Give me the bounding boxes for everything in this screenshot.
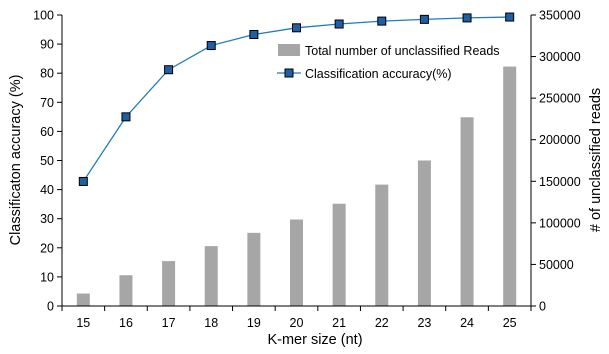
bar-23 (417, 160, 431, 306)
legend-line-label: Classification accuracy(%) (305, 67, 452, 81)
bar-15 (76, 293, 90, 306)
bar-18 (204, 246, 218, 306)
accuracy-point-18 (206, 41, 216, 51)
accuracy-point-20 (292, 23, 301, 33)
left-tick-label: 30 (40, 212, 54, 226)
legend-bar-label: Total number of unclassified Reads (305, 44, 500, 58)
x-tick-label: 25 (503, 316, 517, 330)
left-tick-label: 80 (40, 67, 54, 81)
right-tick-label: 150000 (539, 175, 581, 189)
line-series (78, 12, 515, 186)
bar-19 (247, 232, 261, 306)
bar-16 (119, 275, 133, 306)
accuracy-point-21 (334, 19, 344, 29)
left-tick-label: 60 (40, 125, 54, 139)
x-tick-label: 15 (76, 316, 90, 330)
x-tick-label: 17 (162, 316, 176, 330)
bar-25 (503, 66, 517, 306)
left-tick-label: 50 (40, 154, 54, 168)
accuracy-point-17 (164, 65, 174, 75)
right-tick-label: 0 (539, 300, 546, 314)
accuracy-point-16 (121, 112, 131, 122)
bar-21 (332, 203, 346, 306)
bar-22 (375, 184, 389, 306)
right-tick-label: 350000 (539, 9, 581, 23)
left-axis-title: Classificaton accuracy (%) (8, 75, 24, 246)
bar-24 (460, 117, 474, 306)
right-axis-title: # of unclassified reads (588, 88, 604, 232)
x-tick-label: 20 (290, 316, 304, 330)
left-tick-label: 0 (47, 300, 54, 314)
right-tick-label: 200000 (539, 133, 581, 147)
right-tick-label: 300000 (539, 50, 581, 64)
bar-17 (162, 261, 176, 306)
right-tick-label: 100000 (539, 216, 581, 230)
x-tick-label: 16 (119, 316, 133, 330)
left-tick-label: 70 (40, 96, 54, 110)
accuracy-point-25 (505, 12, 515, 22)
legend-line-marker (284, 68, 294, 78)
accuracy-line (82, 16, 510, 182)
left-axis-ticks: 0 10 20 30 40 50 60 70 80 90 100 (33, 9, 62, 314)
left-tick-label: 40 (40, 183, 54, 197)
x-tick-label: 23 (417, 316, 431, 330)
bar-20 (290, 219, 303, 306)
x-tick-label: 19 (247, 316, 261, 330)
accuracy-point-19 (249, 29, 259, 39)
accuracy-point-23 (419, 14, 429, 24)
accuracy-point-22 (377, 16, 387, 26)
left-tick-label: 10 (40, 270, 54, 284)
left-tick-label: 90 (40, 38, 54, 52)
accuracy-point-15 (78, 176, 88, 186)
x-tick-label: 21 (332, 316, 346, 330)
x-tick-label: 18 (204, 316, 218, 330)
x-axis-title: K-mer size (nt) (267, 332, 362, 348)
left-tick-label: 20 (40, 241, 54, 255)
right-axis-ticks: 0 50000 100000 150000 200000 250000 300000 3500… (531, 9, 581, 314)
x-axis-ticks: 15 16 17 18 19 20 21 22 23 24 25 (61, 306, 532, 330)
right-tick-label: 250000 (539, 92, 581, 106)
accuracy-point-24 (462, 13, 472, 23)
bar-series (76, 66, 517, 306)
x-tick-label: 24 (460, 316, 474, 330)
right-tick-label: 50000 (539, 258, 574, 272)
left-tick-label: 100 (33, 9, 54, 23)
legend-bar-swatch (278, 44, 300, 56)
legend: Total number of unclassified Reads Class… (277, 44, 500, 81)
x-tick-label: 22 (375, 316, 389, 330)
